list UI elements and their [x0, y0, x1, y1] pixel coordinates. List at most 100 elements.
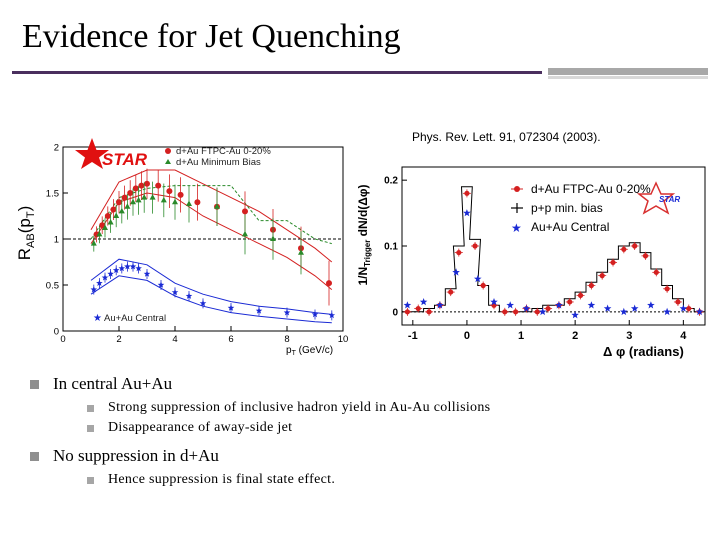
star-logo-text: STAR [659, 195, 680, 204]
citation: Phys. Rev. Lett. 91, 072304 (2003). [412, 130, 601, 144]
sub-bullet-item: Hence suppression is final state effect. [87, 472, 690, 488]
legend-entry: Au+Au Central [531, 220, 609, 234]
y-tick-label: 0.2 [384, 176, 398, 187]
data-point-auau [538, 307, 547, 316]
data-point-dau-central [502, 309, 508, 315]
title-accent-bar-light [548, 76, 708, 79]
x-tick-label: 0 [464, 330, 470, 342]
data-point-dau-minbias [149, 194, 156, 200]
data-point-dau-minbias [90, 240, 97, 246]
svg-text:1/NTrigger dN/d(Δφ): 1/NTrigger dN/d(Δφ) [356, 184, 372, 285]
slide-title: Evidence for Jet Quenching [22, 18, 401, 55]
data-point-dau-central [155, 182, 162, 189]
legend-entry: d+Au Minimum Bias [176, 157, 261, 168]
data-point-dau-central [448, 289, 454, 295]
data-point-auau [96, 279, 103, 286]
bullet-square-icon [87, 404, 94, 412]
data-point-dau-minbias [242, 230, 248, 237]
dphi-plot-frame: -1 0 1 2 3 4 0 0.1 0.2 [384, 166, 706, 342]
data-point-auau [157, 281, 165, 288]
data-point-auau [695, 307, 704, 316]
y-tick-label: 2 [54, 143, 59, 154]
x-tick-label: 4 [680, 330, 687, 342]
data-point-dau-central [632, 243, 638, 249]
data-point-dau-minbias [298, 249, 304, 255]
x-tick-label: 1 [518, 330, 524, 342]
data-point-dau-central [675, 299, 681, 305]
legend-entry: p+p min. bias [531, 201, 603, 215]
data-point-dau-central [513, 309, 519, 315]
data-point-dau-central [480, 282, 486, 289]
data-point-auau [129, 263, 137, 270]
data-point-auau [101, 274, 109, 281]
data-point-dau-central [99, 222, 106, 229]
data-point-dau-minbias [113, 212, 120, 218]
x-tick-label: 6 [228, 334, 233, 345]
data-point-dau-minbias [172, 198, 178, 205]
data-point-auau [679, 304, 688, 312]
raa-plot-frame: 0 2 4 6 8 10 0 0.5 1 1.5 2 [46, 143, 349, 346]
data-point-auau [185, 292, 193, 299]
data-point-auau [227, 304, 235, 311]
title-underline [12, 71, 542, 74]
star-logo-icon [75, 138, 109, 169]
y-tick-label: 0 [54, 327, 59, 338]
raa-y-label: RAB(pT) [15, 206, 37, 261]
legend-entry: d+Au FTPC-Au 0-20% [176, 146, 271, 157]
bullet-square-icon [30, 379, 39, 389]
x-tick-label: 0 [60, 334, 65, 345]
dphi-y-label: 1/NTrigger dN/d(Δφ) [356, 184, 372, 285]
data-point-auau [630, 304, 639, 312]
data-point-dau-central [242, 208, 248, 215]
data-point-dau-central [426, 309, 432, 315]
data-point-auau [555, 301, 563, 309]
bullet-square-icon [87, 476, 94, 484]
x-tick-label: 10 [338, 334, 349, 345]
data-point-dau-minbias [124, 203, 131, 209]
data-point-auau [587, 301, 596, 309]
data-point-auau [135, 264, 142, 272]
data-point-dau-central [326, 280, 332, 287]
raa-x-label: pT (GeV/c) [286, 345, 333, 357]
data-point-auau [199, 299, 207, 307]
data-point-dau-minbias [160, 196, 167, 203]
data-point-dau-central [456, 249, 462, 256]
legend-marker-auau: ★ [511, 221, 522, 235]
bullet-item: In central Au+Au [30, 374, 690, 394]
data-point-dau-central [110, 206, 117, 213]
data-point-auau [118, 264, 126, 272]
data-point-dau-central [686, 305, 692, 312]
data-point-dau-central [567, 299, 573, 305]
data-point-dau-central [121, 194, 128, 201]
star-logo-icon [636, 181, 676, 215]
data-point-auau [419, 298, 428, 306]
dphi-x-label: Δ φ (radians) [603, 344, 684, 359]
data-point-dau-minbias [107, 218, 114, 225]
data-point-dau-central [588, 282, 594, 289]
data-point-auau [452, 268, 460, 276]
data-point-auau [436, 301, 444, 309]
data-point-dau-central [104, 213, 111, 219]
data-point-dau-minbias [186, 200, 192, 207]
svg-text:RAB(pT): RAB(pT) [15, 206, 37, 261]
x-tick-label: 3 [626, 330, 632, 342]
title-accent-bar [548, 68, 708, 75]
data-point-dau-central [577, 292, 584, 298]
data-point-dau-minbias [135, 196, 142, 203]
star-logo-text: STAR [102, 150, 148, 169]
data-point-auau [506, 301, 514, 309]
data-point-auau [620, 307, 628, 316]
data-point-auau [328, 311, 336, 319]
y-tick-label: 0.1 [384, 242, 398, 253]
data-point-dau-central [177, 191, 184, 198]
data-point-auau [473, 274, 482, 283]
data-point-dau-minbias [102, 224, 108, 230]
dphi-legend: d+Au FTPC-Au 0-20% p+p min. bias ★ Au+Au… [511, 182, 651, 235]
raa-legend: d+Au FTPC-Au 0-20% d+Au Minimum Bias ★ A… [93, 146, 271, 324]
data-point-dau-minbias [96, 230, 103, 237]
dphi-chart: -1 0 1 2 3 4 0 0.1 0.2 d+Au FTPC-Au 0-20% p+p mi… [356, 166, 706, 359]
bullet-square-icon [87, 424, 94, 432]
legend-marker-dau-minbias [165, 159, 171, 164]
data-point-dau-central [194, 199, 201, 206]
data-point-auau [603, 304, 612, 312]
